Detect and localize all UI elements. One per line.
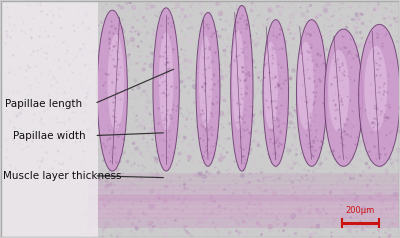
Ellipse shape [264,42,278,130]
Ellipse shape [263,20,288,166]
Text: 200μm: 200μm [346,206,375,215]
Ellipse shape [199,36,212,128]
Ellipse shape [153,8,179,171]
Text: Papillae width: Papillae width [13,131,85,141]
Ellipse shape [328,50,349,132]
Bar [88,174,399,202]
Ellipse shape [159,32,173,130]
Ellipse shape [324,29,363,166]
Ellipse shape [231,5,253,171]
Ellipse shape [97,10,128,171]
Bar [88,185,399,218]
Text: Papillae length: Papillae length [5,99,82,109]
Bar [1,1,98,237]
Ellipse shape [108,34,124,131]
Ellipse shape [297,42,314,130]
Bar [88,195,399,228]
Text: Muscle layer thickness: Muscle layer thickness [3,171,121,181]
Ellipse shape [232,30,244,130]
Ellipse shape [364,46,387,131]
Ellipse shape [359,24,400,166]
Ellipse shape [296,20,327,166]
Ellipse shape [196,13,220,166]
